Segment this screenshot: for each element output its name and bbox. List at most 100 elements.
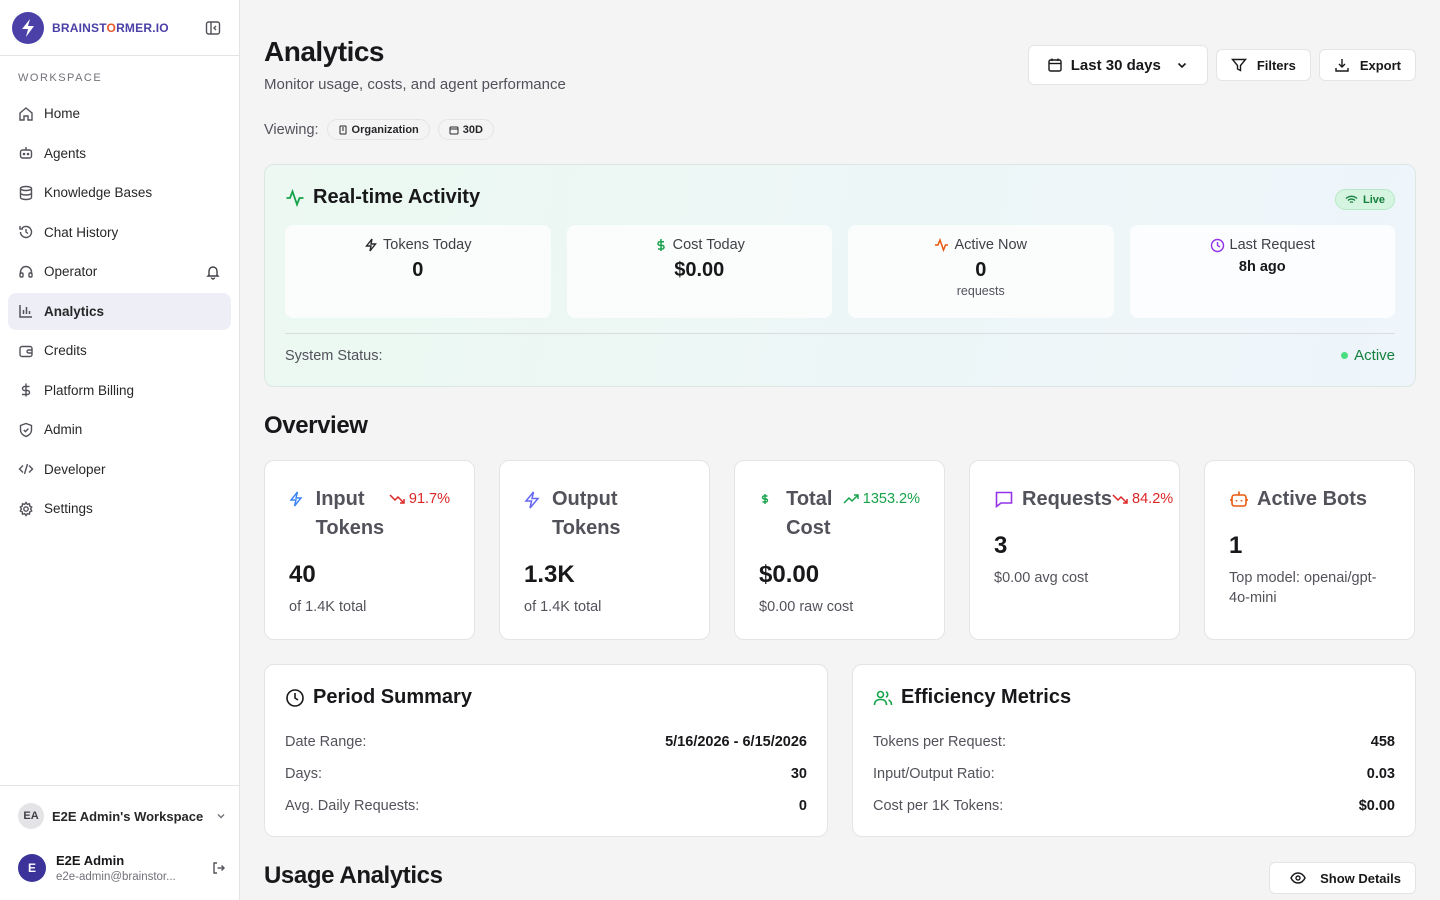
header-actions: Last 30 days Filters Export [1027,45,1416,85]
realtime-sub: requests [956,284,1005,298]
sidebar-item-credits[interactable]: Credits [8,332,231,369]
realtime-title: Real-time Activity [285,186,480,209]
user-name: E2E Admin [56,853,125,868]
summary-row-avg-daily-requests: Avg. Daily Requests: 0 [285,798,807,814]
sidebar-item-developer[interactable]: Developer [8,451,231,488]
bot-icon [18,145,34,161]
stat-card-active-bots: Active Bots 1 Top model: openai/gpt-4o-m… [1204,460,1415,640]
trending-up-icon [843,493,859,505]
sidebar-item-agents[interactable]: Agents [8,135,231,172]
realtime-card-cost: Cost Today $0.00 [566,225,832,318]
usage-analytics-title: Usage Analytics [264,862,443,889]
sidebar-item-label: Analytics [44,303,105,319]
realtime-value: 0 [975,259,987,281]
bar-chart-icon [18,303,34,319]
shield-icon [18,422,34,438]
period-summary-panel: Period Summary Date Range: 5/16/2026 - 6… [264,664,828,837]
stat-sub: $0.00 raw cost [759,599,854,615]
gear-icon [18,500,34,517]
realtime-label: Active Now [954,237,1028,253]
stat-sub: of 1.4K total [524,599,602,615]
trending-down-icon [1112,493,1128,505]
stat-value: 1.3K [524,561,575,588]
sidebar-item-platform-billing[interactable]: Platform Billing [8,372,231,409]
stat-value: 40 [289,561,316,588]
wifi-icon [1345,195,1358,205]
bell-icon[interactable] [205,264,221,280]
avatar: E [18,854,46,882]
show-details-button[interactable]: Show Details [1269,862,1416,894]
page-title: Analytics [264,36,385,67]
filters-button[interactable]: Filters [1215,49,1311,81]
user-profile[interactable]: E E2E Admin e2e-admin@brainstor... [18,848,227,888]
divider [285,333,1395,334]
brand-bar: BRAINSTORMER.IO [0,0,239,56]
efficiency-row-cost-per-1k: Cost per 1K Tokens: $0.00 [873,798,1395,814]
activity-icon [934,238,949,252]
summary-row-date-range: Date Range: 5/16/2026 - 6/15/2026 [285,734,807,750]
zap-icon [289,491,304,507]
sidebar-item-label: Credits [44,343,87,358]
viewing-label: Viewing: [264,121,319,138]
sidebar-nav: Home Agents Knowledge Bases Chat History… [8,95,231,530]
activity-icon [285,188,305,208]
realtime-cards: Tokens Today 0 Cost Today $0.00 Active N… [285,225,1395,318]
chevron-down-icon [215,810,227,822]
realtime-label: Last Request [1229,237,1315,253]
message-icon [994,489,1014,509]
sidebar-item-operator[interactable]: Operator [8,253,231,290]
sidebar-item-home[interactable]: Home [8,95,231,132]
live-badge: Live [1334,189,1395,210]
filters-label: Filters [1256,57,1296,73]
sidebar-item-label: Knowledge Bases [44,185,153,200]
clock-icon [1210,238,1225,253]
export-label: Export [1359,57,1401,73]
sidebar: BRAINSTORMER.IO WORKSPACE Home Agents Kn… [0,0,240,900]
building-icon [338,125,348,135]
sidebar-item-settings[interactable]: Settings [8,490,231,527]
sidebar-item-label: Developer [44,461,106,477]
sidebar-item-admin[interactable]: Admin [8,411,231,448]
realtime-label: Tokens Today [383,237,472,253]
sidebar-collapse-icon[interactable] [199,14,227,42]
date-range-select[interactable]: Last 30 days [1027,45,1208,85]
stat-value: $0.00 [759,561,820,588]
filter-icon [1230,57,1247,73]
workspace-switcher[interactable]: EA E2E Admin's Workspace [18,796,227,836]
page-subtitle: Monitor usage, costs, and agent performa… [264,76,566,93]
stat-change: 1353.2% [843,491,920,507]
efficiency-row-io-ratio: Input/Output Ratio: 0.03 [873,766,1395,782]
stat-name: Input Tokens [315,488,385,539]
sidebar-item-knowledge-bases[interactable]: Knowledge Bases [8,174,231,211]
stat-name: Output Tokens [552,488,621,539]
database-icon [18,185,34,201]
trending-down-icon [389,493,405,505]
realtime-label: Cost Today [672,237,745,253]
calendar-icon [1047,57,1063,73]
workspace-section-label: WORKSPACE [18,72,103,84]
brand-name: BRAINSTORMER.IO [52,20,169,35]
viewing-scope: Viewing: Organization 30D [264,119,494,140]
stat-name: Requests [1022,488,1113,510]
workspace-name: E2E Admin's Workspace [52,808,204,824]
export-button[interactable]: Export [1318,49,1416,81]
bot-icon [1229,489,1249,509]
sidebar-item-chat-history[interactable]: Chat History [8,214,231,251]
sidebar-item-analytics[interactable]: Analytics [8,292,231,330]
sidebar-item-label: Agents [44,145,87,161]
realtime-card-active-now: Active Now 0 requests [848,225,1114,318]
zap-icon [524,491,540,509]
calendar-icon [449,125,459,135]
overview-title: Overview [264,412,368,439]
summary-row-days: Days: 30 [285,766,807,782]
stat-card-input-tokens: Input Tokens 91.7% 40 of 1.4K total [264,460,475,640]
sidebar-item-label: Operator [44,264,98,279]
logout-icon[interactable] [211,860,227,876]
dollar-icon [18,382,34,398]
stat-value: 1 [1229,532,1243,559]
brand-logo-icon[interactable] [12,11,44,44]
code-icon [18,461,34,477]
realtime-value: 8h ago [1238,259,1286,275]
wallet-icon [18,343,34,359]
period-summary-title: Period Summary [285,686,472,709]
